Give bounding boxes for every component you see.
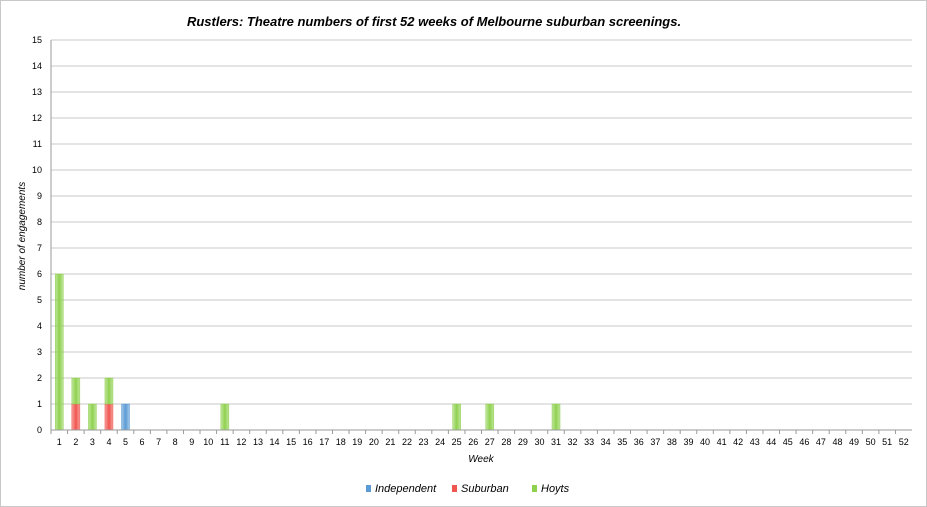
bar-hoyts-week-25 <box>452 403 461 431</box>
y-tick-label: 8 <box>37 217 42 227</box>
x-tick-label: 45 <box>783 437 793 447</box>
x-tick-label: 4 <box>106 437 111 447</box>
bar-hoyts-week-4 <box>104 377 114 405</box>
y-tick-label: 15 <box>32 35 42 45</box>
y-tick-label: 0 <box>37 425 42 435</box>
x-tick-label: 21 <box>385 437 395 447</box>
legend-swatch <box>452 485 457 492</box>
legend-swatch <box>532 485 537 492</box>
x-axis-ticks: 1 2 3 4 5 6 7 8 9 10 11 12 13 14 15 16 17 18 19 20 21 22 23 24 2… <box>50 430 909 447</box>
y-tick-label: 1 <box>37 399 42 409</box>
y-tick-label: 14 <box>32 61 42 71</box>
bar-hoyts-week-2 <box>71 377 81 405</box>
x-tick-label: 2 <box>73 437 78 447</box>
x-tick-label: 9 <box>189 437 194 447</box>
x-tick-label: 23 <box>419 437 429 447</box>
x-tick-label: 17 <box>319 437 329 447</box>
legend-label: Independent <box>375 483 437 495</box>
x-tick-label: 12 <box>236 437 246 447</box>
legend: Independent Suburban Hoyts <box>366 483 570 495</box>
legend-swatch <box>366 485 371 492</box>
x-tick-label: 31 <box>551 437 561 447</box>
x-tick-label: 19 <box>352 437 362 447</box>
gridlines <box>51 39 912 405</box>
x-tick-label: 26 <box>468 437 478 447</box>
bar-suburban-week-2 <box>71 403 81 431</box>
y-tick-label: 10 <box>32 165 42 175</box>
x-tick-label: 13 <box>253 437 263 447</box>
x-tick-label: 28 <box>501 437 511 447</box>
y-tick-label: 2 <box>37 373 42 383</box>
x-tick-label: 49 <box>849 437 859 447</box>
x-tick-label: 33 <box>584 437 594 447</box>
y-tick-label: 5 <box>37 295 42 305</box>
x-tick-label: 36 <box>634 437 644 447</box>
x-tick-label: 35 <box>617 437 627 447</box>
bar-independent-week-5 <box>121 403 130 431</box>
bar-hoyts-week-11 <box>220 403 230 431</box>
x-tick-label: 6 <box>140 437 145 447</box>
x-tick-label: 14 <box>270 437 280 447</box>
chart-title: Rustlers: Theatre numbers of first 52 we… <box>187 14 681 29</box>
x-tick-label: 29 <box>518 437 528 447</box>
bar-suburban-week-4 <box>104 403 114 431</box>
legend-label: Hoyts <box>541 483 570 495</box>
x-tick-label: 38 <box>667 437 677 447</box>
bar-hoyts-week-1 <box>55 273 64 431</box>
x-tick-label: 41 <box>717 437 727 447</box>
x-tick-label: 44 <box>766 437 776 447</box>
x-tick-label: 18 <box>336 437 346 447</box>
x-tick-label: 11 <box>220 437 229 447</box>
x-tick-label: 7 <box>156 437 161 447</box>
x-tick-label: 27 <box>485 437 495 447</box>
x-tick-label: 42 <box>733 437 743 447</box>
x-tick-label: 46 <box>799 437 809 447</box>
x-tick-label: 50 <box>866 437 876 447</box>
x-tick-label: 51 <box>882 437 892 447</box>
x-tick-label: 48 <box>832 437 842 447</box>
bar-hoyts-week-27 <box>485 403 495 431</box>
x-tick-label: 8 <box>173 437 178 447</box>
y-tick-label: 9 <box>37 191 42 201</box>
x-tick-label: 30 <box>534 437 544 447</box>
y-tick-label: 12 <box>32 113 42 123</box>
x-tick-label: 3 <box>90 437 95 447</box>
x-tick-label: 10 <box>203 437 213 447</box>
legend-label: Suburban <box>461 483 509 495</box>
x-tick-label: 5 <box>123 437 128 447</box>
y-axis-label: number of engagements <box>17 182 28 290</box>
x-tick-label: 37 <box>650 437 660 447</box>
y-tick-label: 6 <box>37 269 42 279</box>
x-tick-label: 52 <box>899 437 909 447</box>
x-tick-label: 34 <box>601 437 611 447</box>
x-tick-label: 1 <box>57 437 62 447</box>
x-tick-label: 32 <box>568 437 578 447</box>
x-tick-label: 39 <box>683 437 693 447</box>
x-tick-label: 40 <box>700 437 710 447</box>
x-tick-label: 47 <box>816 437 826 447</box>
y-tick-label: 3 <box>37 347 42 357</box>
x-tick-label: 22 <box>402 437 412 447</box>
x-tick-label: 15 <box>286 437 296 447</box>
x-tick-label: 24 <box>435 437 445 447</box>
x-tick-label: 20 <box>369 437 379 447</box>
x-tick-label: 43 <box>750 437 760 447</box>
y-tick-label: 13 <box>32 87 42 97</box>
y-tick-label: 4 <box>37 321 42 331</box>
bar-hoyts-week-31 <box>551 403 561 431</box>
y-tick-label: 11 <box>33 139 42 149</box>
bar-hoyts-week-3 <box>88 403 97 431</box>
x-axis-label: Week <box>468 454 494 465</box>
y-tick-label: 7 <box>37 243 42 253</box>
bars <box>55 273 561 431</box>
x-tick-label: 16 <box>303 437 313 447</box>
x-tick-label: 25 <box>452 437 462 447</box>
